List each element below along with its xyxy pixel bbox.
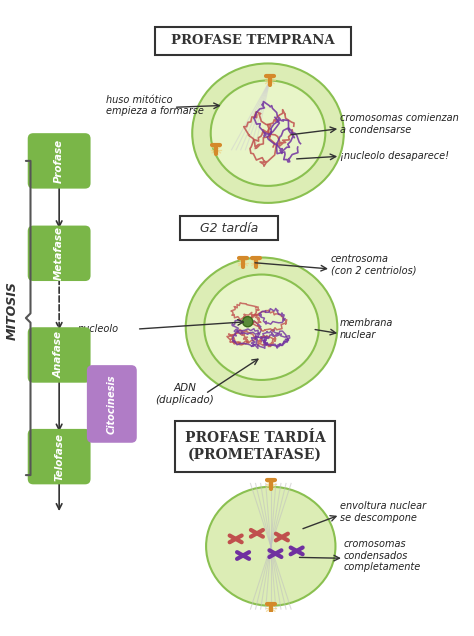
FancyBboxPatch shape: [155, 27, 351, 55]
Text: huso mitótico
empieza a formarse: huso mitótico empieza a formarse: [106, 95, 204, 116]
Ellipse shape: [211, 80, 325, 186]
Text: nucleolo: nucleolo: [77, 324, 118, 334]
FancyBboxPatch shape: [27, 226, 91, 281]
Text: G2 tardía: G2 tardía: [200, 222, 258, 235]
Text: centrosoma
(con 2 centriolos): centrosoma (con 2 centriolos): [331, 254, 416, 275]
Ellipse shape: [192, 64, 344, 203]
Text: Metafase: Metafase: [54, 226, 64, 280]
Text: cromosomas
condensados
completamente: cromosomas condensados completamente: [344, 539, 421, 572]
Ellipse shape: [243, 317, 253, 327]
FancyBboxPatch shape: [27, 328, 91, 383]
Ellipse shape: [206, 487, 336, 605]
Ellipse shape: [186, 258, 337, 397]
Text: Anafase: Anafase: [54, 331, 64, 378]
Ellipse shape: [204, 275, 319, 380]
Text: Citocinesis: Citocinesis: [107, 374, 117, 434]
Text: membrana
nuclear: membrana nuclear: [340, 318, 393, 340]
Text: MITOSIS: MITOSIS: [6, 281, 18, 340]
FancyBboxPatch shape: [27, 133, 91, 189]
Text: Telofase: Telofase: [54, 432, 64, 481]
Text: ¡nucleolo desaparece!: ¡nucleolo desaparece!: [340, 151, 449, 162]
Text: Profase: Profase: [54, 139, 64, 183]
FancyBboxPatch shape: [27, 429, 91, 485]
FancyBboxPatch shape: [174, 420, 336, 473]
Text: ADN
(duplicado): ADN (duplicado): [155, 383, 214, 404]
FancyBboxPatch shape: [87, 365, 137, 443]
Text: PROFASE TEMPRANA: PROFASE TEMPRANA: [172, 34, 335, 47]
FancyBboxPatch shape: [180, 216, 278, 240]
Text: PROFASE TARDÍA
(PROMETAFASE): PROFASE TARDÍA (PROMETAFASE): [185, 431, 326, 462]
Text: envoltura nuclear
se descompone: envoltura nuclear se descompone: [340, 501, 426, 523]
Text: cromosomas comienzan
a condensarse: cromosomas comienzan a condensarse: [340, 113, 459, 135]
